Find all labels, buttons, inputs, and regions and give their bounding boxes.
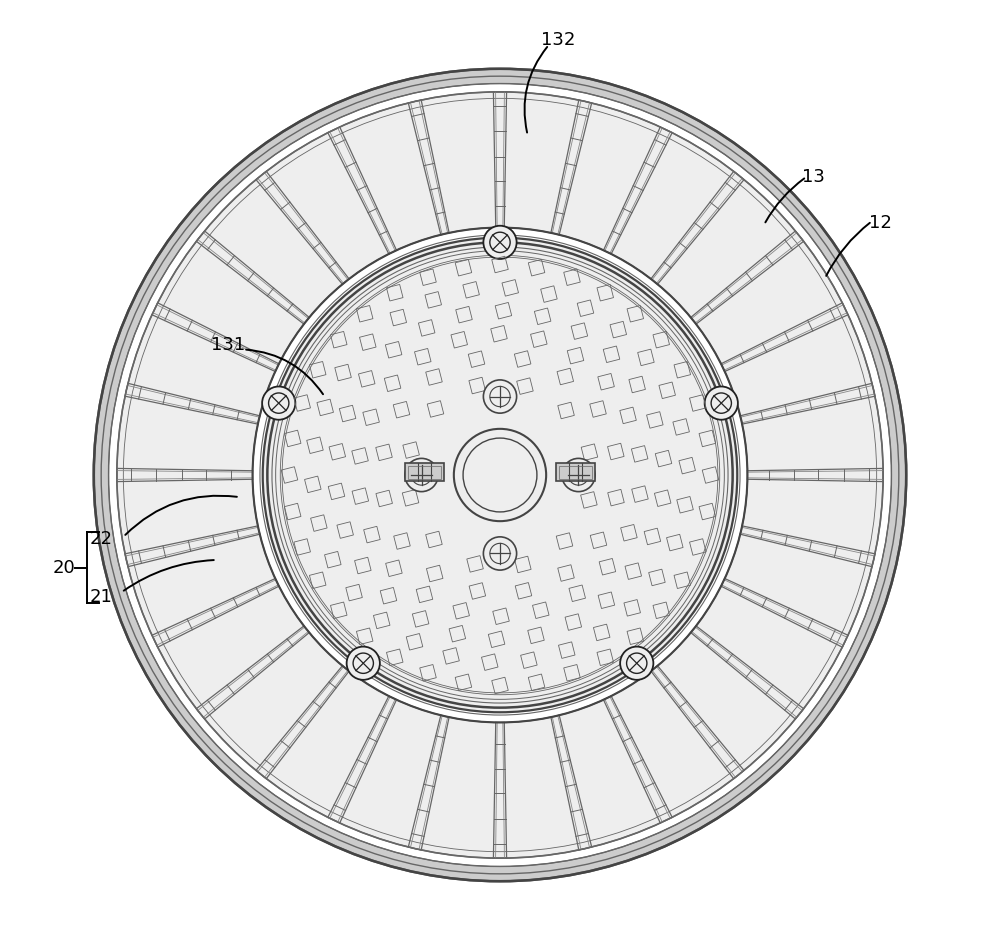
Text: 13: 13 — [802, 168, 825, 186]
Text: 20: 20 — [53, 559, 76, 577]
Circle shape — [253, 228, 747, 722]
FancyBboxPatch shape — [556, 463, 595, 482]
Text: 21: 21 — [90, 588, 113, 606]
Circle shape — [483, 380, 517, 413]
Circle shape — [109, 83, 891, 867]
Circle shape — [483, 226, 517, 259]
Circle shape — [483, 537, 517, 570]
Circle shape — [454, 429, 546, 521]
Circle shape — [620, 646, 653, 680]
Circle shape — [117, 92, 883, 858]
Circle shape — [562, 458, 595, 492]
Circle shape — [263, 238, 737, 712]
Text: 22: 22 — [90, 530, 113, 547]
Circle shape — [405, 458, 438, 492]
Circle shape — [705, 386, 738, 419]
Circle shape — [94, 69, 906, 882]
Text: 12: 12 — [869, 214, 892, 232]
Circle shape — [347, 646, 380, 680]
Text: 132: 132 — [541, 31, 575, 49]
FancyBboxPatch shape — [405, 463, 444, 482]
Circle shape — [262, 386, 295, 419]
Text: 131: 131 — [211, 336, 245, 354]
